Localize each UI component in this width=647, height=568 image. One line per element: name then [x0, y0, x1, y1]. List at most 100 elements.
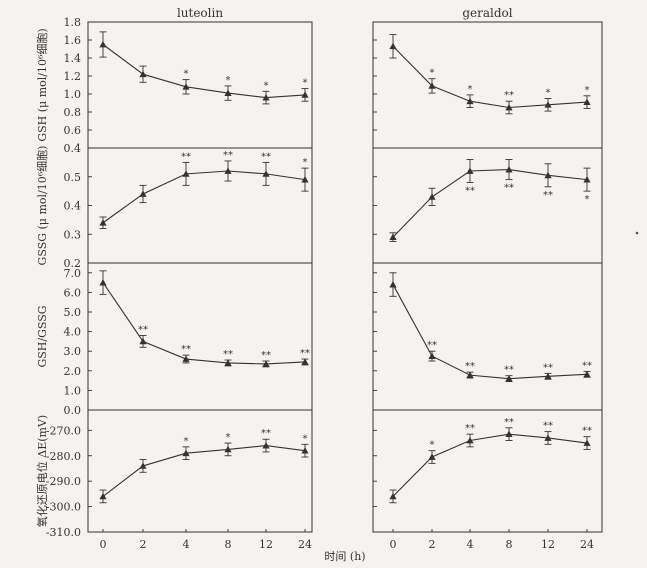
- data-point-marker: [262, 441, 270, 449]
- significance-marker: *: [585, 194, 590, 205]
- y-tick-label: 1.4: [64, 52, 82, 65]
- data-point-marker: [505, 430, 513, 438]
- data-point-marker: [583, 439, 591, 446]
- data-point-marker: [466, 436, 474, 444]
- significance-marker: **: [261, 350, 271, 361]
- panel-frame: [372, 262, 603, 411]
- significance-marker: *: [226, 432, 231, 443]
- data-point-marker: [389, 492, 397, 500]
- y-tick-label: -270.0: [46, 424, 81, 437]
- y-tick-label: 2.0: [64, 365, 82, 378]
- series-line-luteolin: [102, 282, 306, 365]
- significance-marker: *: [303, 157, 308, 168]
- y-tick-label: 0.3: [64, 228, 82, 241]
- y-axis-label-row-0: GSH (μ mol/10⁶细胞): [36, 28, 49, 141]
- data-point-marker: [505, 375, 513, 382]
- data-point-marker: [99, 40, 107, 48]
- data-point-marker: [428, 352, 436, 359]
- data-point-marker: [505, 165, 513, 173]
- data-point-marker: [466, 167, 474, 174]
- data-point-marker: [182, 170, 190, 177]
- significance-marker: **: [504, 417, 514, 428]
- significance-marker: **: [465, 423, 475, 434]
- y-tick-label: 1.2: [64, 70, 82, 83]
- panel-frame: [87, 147, 313, 264]
- data-point-marker: [224, 359, 232, 366]
- significance-marker: **: [223, 150, 233, 161]
- series-line-luteolin: [102, 445, 306, 497]
- significance-marker: **: [465, 361, 475, 372]
- panel-title-geraldol: geraldol: [462, 6, 512, 20]
- y-axis-label-row-3: 氧化还原电位 ΔE(mV): [35, 415, 49, 527]
- significance-marker: **: [261, 151, 271, 162]
- panel-title-luteolin: luteolin: [177, 6, 223, 20]
- data-point-marker: [139, 462, 147, 469]
- data-point-marker: [139, 337, 147, 345]
- data-point-marker: [301, 358, 309, 365]
- x-tick-label: 12: [259, 538, 273, 551]
- y-axis-label-row-1: GSSG (μ mol/10⁶细胞): [36, 146, 49, 266]
- x-tick-label: 4: [183, 538, 190, 551]
- x-tick-label: 2: [429, 538, 436, 551]
- data-point-marker: [99, 219, 107, 226]
- x-tick-label: 8: [506, 538, 513, 551]
- panel-frame: [87, 409, 313, 533]
- significance-marker: *: [468, 84, 473, 95]
- y-tick-label: 5.0: [64, 306, 82, 319]
- significance-marker: **: [138, 325, 148, 336]
- data-point-marker: [389, 233, 397, 241]
- y-tick-label: 0.4: [64, 142, 82, 155]
- y-tick-label: 3.0: [64, 345, 82, 358]
- data-point-marker: [139, 190, 147, 197]
- data-point-marker: [583, 176, 591, 183]
- data-point-marker: [262, 360, 270, 367]
- data-point-marker: [428, 82, 436, 89]
- data-point-marker: [182, 449, 190, 457]
- x-tick-label: 0: [390, 538, 397, 551]
- significance-marker: **: [543, 362, 553, 373]
- data-point-marker: [224, 89, 232, 96]
- data-point-marker: [224, 445, 232, 453]
- panel-frame: [372, 409, 603, 533]
- data-point-marker: [301, 447, 309, 454]
- y-tick-label: 0.5: [64, 171, 82, 184]
- data-point-marker: [389, 280, 397, 288]
- y-tick-label: 0.6: [64, 124, 82, 137]
- series-line-geraldol: [392, 433, 588, 497]
- series-line-geraldol: [392, 169, 588, 238]
- series-line-geraldol: [392, 45, 588, 109]
- data-point-marker: [466, 371, 474, 378]
- significance-marker: **: [543, 421, 553, 432]
- y-tick-label: 4.0: [64, 326, 82, 339]
- significance-marker: *: [430, 440, 435, 451]
- x-tick-label: 24: [298, 538, 312, 551]
- significance-marker: **: [261, 428, 271, 439]
- y-tick-label: 0.0: [64, 404, 82, 417]
- y-tick-label: -290.0: [46, 475, 81, 488]
- data-point-marker: [428, 453, 436, 460]
- significance-marker: *: [264, 80, 269, 91]
- y-tick-label: 0.4: [64, 200, 82, 213]
- y-tick-label: -310.0: [46, 526, 81, 539]
- data-point-marker: [301, 91, 309, 98]
- x-tick-label: 8: [225, 538, 232, 551]
- y-tick-label: 1.8: [64, 16, 82, 29]
- y-tick-label: 1.0: [64, 384, 82, 397]
- panel-frame: [87, 21, 313, 149]
- data-point-marker: [182, 83, 190, 90]
- panel-frames: [87, 21, 603, 533]
- panel-frame: [87, 262, 313, 411]
- series-line-luteolin: [102, 44, 306, 99]
- significance-marker: **: [582, 426, 592, 437]
- data-point-marker: [544, 171, 552, 179]
- x-tick-label: 12: [541, 538, 555, 551]
- y-tick-label: 0.2: [64, 257, 82, 270]
- y-tick-label: -280.0: [46, 450, 81, 463]
- significance-marker: **: [300, 348, 310, 359]
- data-point-marker: [505, 103, 513, 111]
- x-tick-label: 2: [140, 538, 147, 551]
- series-line-luteolin: [102, 170, 306, 224]
- significance-marker: **: [504, 365, 514, 376]
- significance-marker: *: [226, 75, 231, 86]
- y-tick-label: -300.0: [46, 501, 81, 514]
